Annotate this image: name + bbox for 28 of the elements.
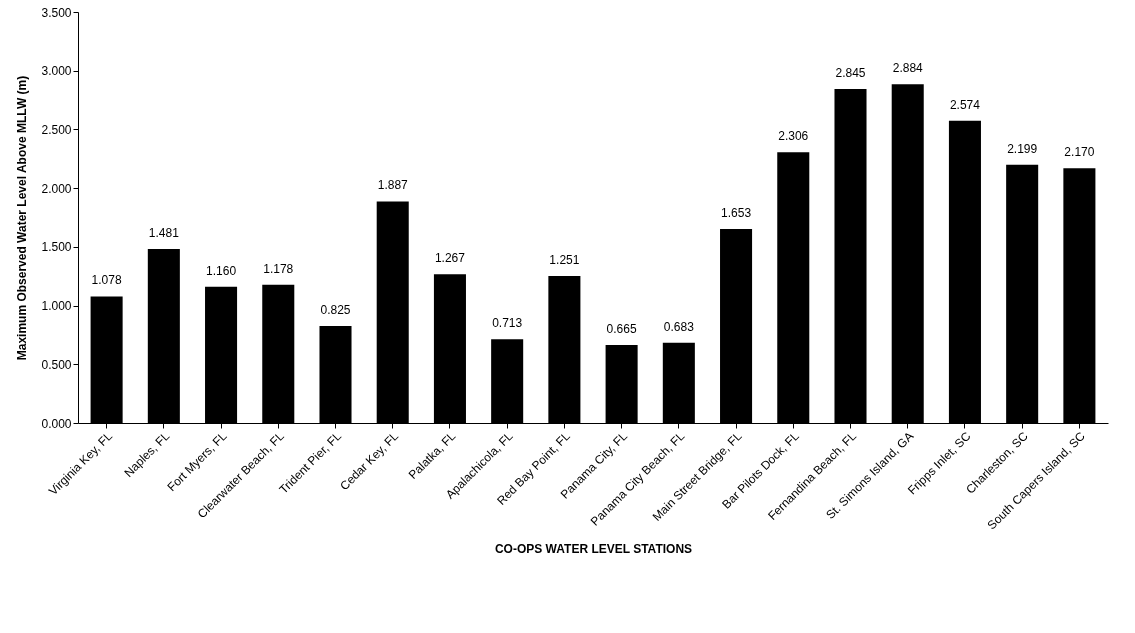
- data-label: 2.574: [949, 97, 981, 112]
- data-label: 0.713: [492, 316, 523, 331]
- data-label: 1.178: [263, 261, 294, 276]
- data-label: 1.887: [377, 178, 409, 193]
- data-label: 1.251: [549, 253, 580, 268]
- y-tick-label: 1.500: [41, 240, 72, 255]
- data-label: 1.481: [148, 226, 180, 241]
- data-label: 1.653: [721, 205, 752, 220]
- data-label: 1.078: [91, 273, 122, 288]
- data-label: 2.884: [892, 61, 924, 76]
- data-label: 0.683: [663, 319, 695, 334]
- x-axis-title: CO-OPS WATER LEVEL STATIONS: [494, 541, 693, 556]
- data-label: 2.170: [1064, 145, 1095, 160]
- y-tick-label: 0.500: [41, 357, 72, 372]
- data-label: 0.825: [320, 303, 351, 318]
- data-label: 2.845: [835, 65, 866, 80]
- y-tick-label: 3.500: [41, 5, 72, 20]
- data-label: 2.199: [1007, 141, 1038, 156]
- y-tick-label: 2.500: [41, 122, 72, 137]
- y-axis-title: Maximum Observed Water Level Above MLLW (m): [15, 75, 30, 361]
- y-tick-label: 1.000: [41, 299, 72, 314]
- y-tick-label: 0.000: [41, 416, 72, 431]
- data-label: 0.665: [606, 321, 637, 336]
- data-label: 1.267: [434, 251, 466, 266]
- data-label: 1.160: [206, 263, 237, 278]
- y-tick-label: 3.000: [41, 64, 72, 79]
- y-tick-label: 2.000: [41, 181, 72, 196]
- data-label: 2.306: [778, 129, 809, 144]
